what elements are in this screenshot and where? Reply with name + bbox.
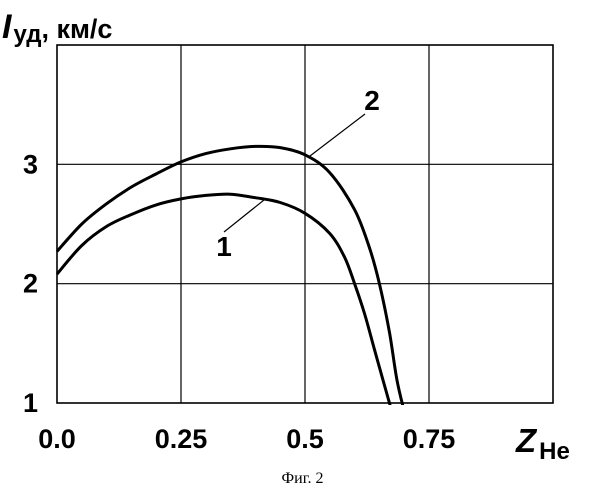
figure-caption: Фиг. 2	[0, 470, 605, 488]
x-tick-label: 0.25	[155, 424, 208, 454]
x-axis-label: ZHe	[515, 422, 570, 465]
curve-annotations: 12	[216, 85, 380, 262]
series-label-1: 1	[216, 231, 232, 262]
leader-line-1	[224, 199, 265, 232]
y-tick-label: 2	[23, 269, 38, 299]
x-tick-label: 0.75	[403, 424, 456, 454]
y-axis-label: Iуд, км/с	[2, 8, 112, 48]
series-layer	[57, 146, 404, 411]
chart-grid	[57, 45, 553, 403]
series-label-2: 2	[364, 85, 380, 116]
y-tick-label: 1	[23, 388, 38, 418]
x-tick-label: 0.0	[38, 424, 76, 454]
leader-line-2	[310, 114, 365, 156]
line-chart: 0.00.250.50.75123 12 Iуд, км/с ZHe	[0, 0, 605, 470]
y-tick-label: 3	[23, 149, 38, 179]
x-tick-label: 0.5	[286, 424, 324, 454]
series-line-1	[57, 194, 392, 411]
